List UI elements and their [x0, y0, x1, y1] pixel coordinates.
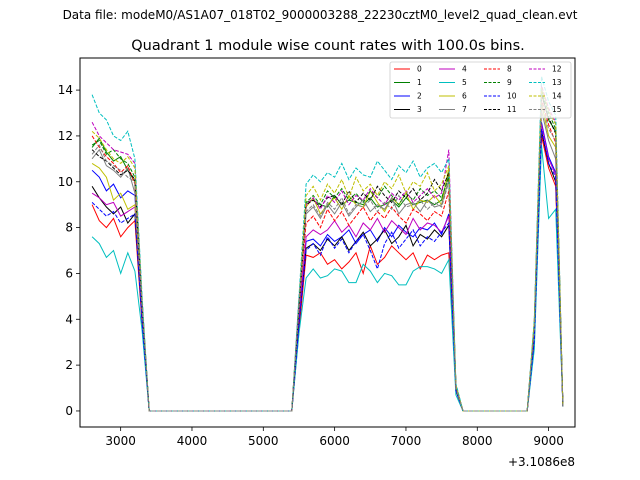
legend-label-13: 13	[552, 78, 562, 87]
series-line-13	[91, 76, 564, 412]
x-tick-label: 8000	[462, 434, 493, 448]
x-tick-label: 5000	[248, 434, 279, 448]
series-line-1	[91, 92, 564, 412]
series-line-10	[91, 128, 564, 412]
legend-label-8: 8	[507, 65, 512, 74]
legend-label-9: 9	[507, 78, 512, 87]
legend-frame	[389, 61, 572, 119]
series-line-5	[91, 145, 564, 412]
y-tick-label: 12	[58, 129, 73, 143]
figure-suptitle: Data file: modeM0/AS1A07_018T02_90000032…	[62, 8, 578, 22]
legend-label-10: 10	[507, 92, 517, 101]
chart-title: Quadrant 1 module wise count rates with …	[131, 38, 525, 54]
series-line-4	[91, 124, 564, 412]
legend-label-7: 7	[462, 105, 467, 114]
legend-label-12: 12	[552, 65, 562, 74]
x-tick-label: 9000	[533, 434, 564, 448]
legend-label-14: 14	[552, 92, 562, 101]
legend-label-0: 0	[417, 65, 422, 74]
legend-label-2: 2	[417, 92, 422, 101]
x-offset-label: +3.1086e8	[508, 455, 575, 469]
legend-label-15: 15	[552, 105, 562, 114]
y-tick-label: 6	[65, 266, 73, 280]
y-tick-label: 2	[65, 358, 73, 372]
series-group	[91, 76, 564, 412]
y-tick-label: 0	[65, 404, 73, 418]
legend-label-4: 4	[462, 65, 467, 74]
legend-label-1: 1	[417, 78, 422, 87]
series-line-9	[91, 89, 564, 412]
series-line-6	[91, 103, 564, 412]
x-tick-label: 7000	[391, 434, 422, 448]
series-line-12	[91, 85, 564, 412]
series-line-11	[91, 94, 564, 412]
plot-frame	[79, 57, 576, 428]
legend-label-3: 3	[417, 105, 422, 114]
series-line-0	[91, 135, 564, 412]
legend-label-6: 6	[462, 92, 467, 101]
y-tick-label: 8	[65, 221, 73, 235]
x-tick-label: 4000	[177, 434, 208, 448]
series-line-15	[91, 101, 564, 412]
y-tick-label: 10	[58, 175, 73, 189]
y-tick-label: 14	[58, 83, 73, 97]
series-line-8	[91, 99, 564, 412]
x-tick-label: 3000	[105, 434, 136, 448]
series-line-14	[91, 87, 564, 412]
series-line-2	[91, 122, 564, 412]
y-tick-label: 4	[65, 312, 73, 326]
legend-label-11: 11	[507, 105, 517, 114]
x-tick-label: 6000	[319, 434, 350, 448]
legend-label-5: 5	[462, 78, 467, 87]
series-line-7	[91, 110, 564, 412]
